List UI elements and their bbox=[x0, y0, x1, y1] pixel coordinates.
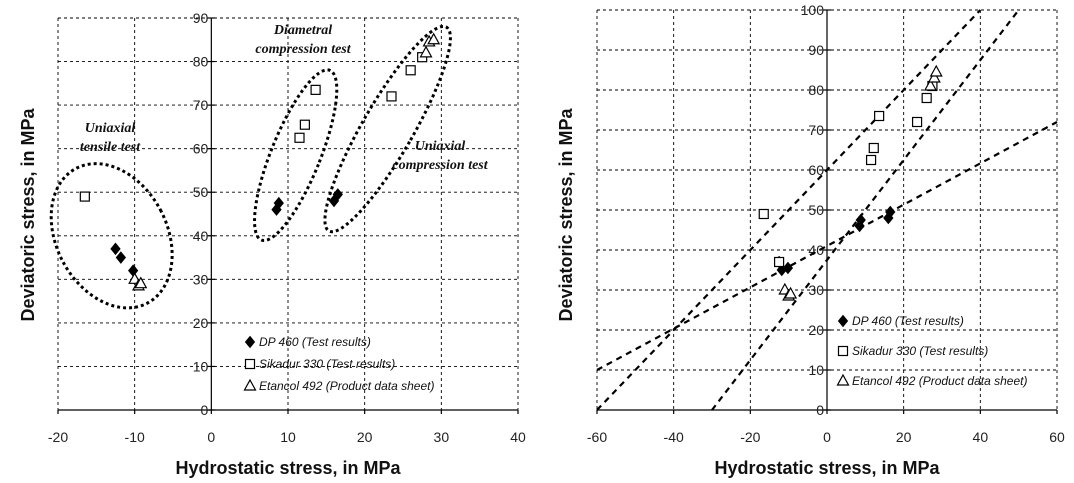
failure-envelope-line bbox=[711, 9, 1020, 411]
test-region-ellipse bbox=[253, 68, 339, 243]
legend-label: DP 460 (Test results) bbox=[259, 335, 371, 349]
data-point-square bbox=[758, 208, 769, 220]
annotation-label: Diametral bbox=[273, 23, 332, 38]
annotation-label: compression test bbox=[255, 42, 351, 57]
legend-marker-triangle bbox=[243, 378, 257, 391]
annotation-label: Uniaxial bbox=[415, 139, 466, 154]
x-tick-label: -60 bbox=[587, 429, 607, 445]
data-point-diamond bbox=[782, 261, 794, 275]
x-tick-label: 20 bbox=[357, 429, 373, 445]
y-tick-label: 40 bbox=[193, 228, 209, 244]
legend-marker-square bbox=[244, 358, 256, 370]
annotation-label: Uniaxial bbox=[85, 121, 136, 136]
annotation-label: tensile test bbox=[80, 140, 141, 155]
data-point-diamond bbox=[127, 264, 139, 277]
data-point-triangle bbox=[927, 70, 941, 83]
y-tick-label: 30 bbox=[193, 271, 209, 287]
x-tick-label: 20 bbox=[896, 429, 912, 445]
y-tick-label: 100 bbox=[801, 2, 825, 18]
legend-marker-triangle bbox=[836, 373, 850, 386]
data-point-square bbox=[865, 154, 877, 166]
legend: DP 460 (Test results) Sikadur 330 (Test r… bbox=[243, 335, 434, 393]
legend-label: Sikadur 330 (Test results) bbox=[259, 357, 395, 371]
series-square bbox=[758, 80, 938, 268]
y-tick-label: 20 bbox=[808, 322, 824, 338]
x-tick-label: 0 bbox=[207, 429, 215, 445]
x-tick-label: -20 bbox=[740, 429, 760, 445]
y-tick-label: 50 bbox=[193, 184, 209, 200]
x-axis-title: Hydrostatic stress, in MPa bbox=[714, 458, 940, 478]
data-point-square bbox=[386, 91, 397, 102]
legend: DP 460 (Test results) Sikadur 330 (Test r… bbox=[836, 314, 1027, 388]
data-point-square bbox=[911, 116, 923, 128]
data-point-diamond bbox=[115, 251, 127, 264]
y-tick-label: 90 bbox=[808, 42, 824, 58]
data-point-triangle bbox=[419, 45, 433, 58]
data-point-diamond bbox=[332, 188, 343, 201]
x-tick-label: 60 bbox=[1049, 429, 1065, 445]
data-point-diamond bbox=[885, 205, 896, 219]
data-point-square bbox=[868, 142, 879, 154]
x-tick-label: 40 bbox=[973, 429, 989, 445]
y-tick-label: 80 bbox=[808, 82, 824, 98]
legend-label: Etancol 492 (Product data sheet) bbox=[852, 374, 1027, 388]
data-point-diamond bbox=[273, 196, 284, 210]
y-tick-label: 60 bbox=[193, 141, 209, 157]
chart-right: -60 -40 -20 0 20 40 600102030405060708090100Hy… bbox=[556, 2, 1065, 478]
failure-envelope-line bbox=[596, 9, 982, 411]
y-tick-label: 50 bbox=[808, 202, 824, 218]
data-point-triangle bbox=[784, 286, 798, 299]
data-point-square bbox=[874, 110, 885, 122]
data-point-diamond bbox=[110, 242, 121, 256]
x-axis-title: Hydrostatic stress, in MPa bbox=[175, 458, 401, 478]
series-triangle bbox=[128, 32, 441, 291]
data-point-square bbox=[310, 84, 321, 95]
series-diamond bbox=[110, 188, 343, 277]
x-tick-label: -20 bbox=[48, 429, 68, 445]
data-point-square bbox=[921, 92, 932, 104]
x-tick-label: -10 bbox=[125, 429, 145, 445]
test-region-ellipse bbox=[323, 24, 452, 234]
y-tick-label: 70 bbox=[193, 97, 209, 113]
test-region-ellipse bbox=[49, 162, 174, 310]
data-point-triangle bbox=[427, 32, 441, 45]
y-tick-label: 60 bbox=[808, 162, 824, 178]
chart-left: -20 -10 0 10 20 30 40 0 10 20 30 40 50 60 70 80 90 Hydros… bbox=[18, 10, 526, 478]
x-tick-label: 10 bbox=[280, 429, 296, 445]
gridlines bbox=[57, 17, 519, 410]
data-point-square bbox=[79, 191, 90, 202]
y-tick-label: 70 bbox=[808, 122, 824, 138]
x-tick-label: 0 bbox=[823, 429, 831, 445]
data-point-square bbox=[773, 256, 785, 268]
y-tick-label: 10 bbox=[193, 358, 209, 374]
x-tick-label: 30 bbox=[434, 429, 450, 445]
data-point-square bbox=[299, 119, 310, 130]
data-point-square bbox=[294, 132, 305, 143]
legend-marker-diamond bbox=[837, 314, 849, 328]
y-tick-label: 20 bbox=[193, 315, 209, 331]
legend-label: Etancol 492 (Product data sheet) bbox=[259, 379, 434, 393]
series-triangle bbox=[778, 64, 943, 301]
y-tick-label: 0 bbox=[201, 402, 209, 418]
y-axis-title: Deviatoric stress, in MPa bbox=[18, 107, 38, 321]
annotation-label: compression test bbox=[392, 158, 488, 173]
x-tick-label: 40 bbox=[510, 429, 526, 445]
legend-label: DP 460 (Test results) bbox=[852, 314, 964, 328]
y-tick-label: 10 bbox=[808, 362, 824, 378]
x-tick-label: -40 bbox=[664, 429, 684, 445]
data-point-square bbox=[405, 65, 416, 76]
legend-marker-square bbox=[837, 345, 849, 357]
y-tick-label: 90 bbox=[193, 10, 209, 26]
legend-marker-diamond bbox=[244, 335, 256, 349]
y-tick-label: 30 bbox=[808, 282, 824, 298]
data-point-triangle bbox=[923, 78, 938, 91]
y-tick-label: 0 bbox=[816, 402, 824, 418]
data-point-triangle bbox=[134, 276, 148, 289]
legend-label: Sikadur 330 (Test results) bbox=[852, 344, 988, 358]
y-tick-label: 80 bbox=[193, 54, 209, 70]
data-point-diamond bbox=[855, 213, 866, 227]
data-point-triangle bbox=[929, 64, 943, 77]
y-axis-title: Deviatoric stress, in MPa bbox=[556, 107, 576, 321]
